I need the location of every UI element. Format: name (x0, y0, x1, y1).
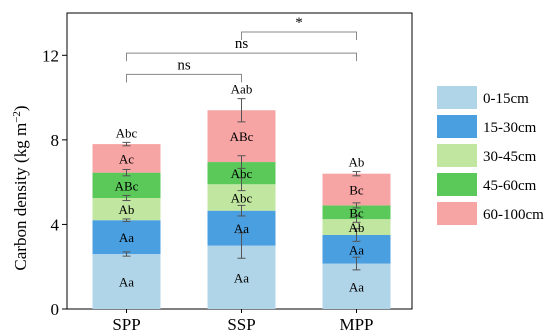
significance-bracket (126, 52, 357, 62)
x-tick-label: SPP (112, 315, 140, 333)
legend-swatch (437, 173, 477, 196)
bar-mpp-30-45cm (322, 219, 391, 235)
bar-spp-0-15cm (92, 254, 161, 309)
segment-label: Aa (234, 221, 249, 236)
segment-label: Abc (231, 166, 253, 181)
bar-spp-45-60cm (92, 172, 161, 198)
segment-label: Ab (119, 202, 135, 217)
legend-label: 45-60cm (483, 178, 537, 194)
segment-label: Bc (349, 183, 364, 198)
legend-label: 60-100cm (483, 207, 544, 223)
segment-label: ABc (115, 178, 139, 193)
legend-swatch (437, 115, 477, 138)
significance-label: ns (235, 36, 249, 52)
bar-mpp-0-15cm (322, 263, 391, 309)
y-tick-label: 8 (51, 131, 60, 150)
bar-mpp-45-60cm (322, 205, 391, 220)
segment-label: Ab (349, 220, 365, 235)
significance-bracket (126, 73, 242, 83)
bar-spp-60-100cm (92, 144, 161, 173)
segment-label: Aa (119, 275, 134, 290)
significance-bracket (241, 31, 357, 41)
x-tick-label: SSP (227, 315, 255, 333)
y-tick-label: 12 (42, 46, 59, 65)
bar-spp-15-30cm (92, 220, 161, 255)
significance-label: ns (177, 57, 191, 73)
legend-label: 0-15cm (483, 91, 529, 107)
legend-label: 15-30cm (483, 120, 537, 136)
segment-label: Aa (119, 230, 134, 245)
total-label: Ab (349, 155, 365, 170)
total-label: Aab (231, 82, 253, 97)
y-tick-label: 4 (51, 215, 60, 234)
segment-label: Aa (349, 279, 364, 294)
segment-label: ABc (230, 129, 254, 144)
y-tick-label: 0 (51, 300, 60, 319)
bar-mpp-60-100cm (322, 173, 391, 206)
legend-label: 30-45cm (483, 149, 537, 165)
total-label: Abc (116, 125, 138, 140)
legend-swatch (437, 86, 477, 109)
y-axis-label: Carbon density (kg m−2) (11, 105, 30, 270)
bar-spp-30-45cm (92, 198, 161, 221)
x-tick-label: MPP (339, 315, 373, 333)
significance-label: * (295, 15, 303, 31)
segment-label: Aa (234, 270, 249, 285)
segment-label: Ac (119, 151, 134, 166)
legend-swatch (437, 144, 477, 167)
segment-label: Abc (231, 190, 253, 205)
legend-swatch (437, 202, 477, 225)
segment-label: Bc (349, 205, 364, 220)
segment-label: Aa (349, 242, 364, 257)
bar-ssp-45-60cm (207, 162, 276, 185)
